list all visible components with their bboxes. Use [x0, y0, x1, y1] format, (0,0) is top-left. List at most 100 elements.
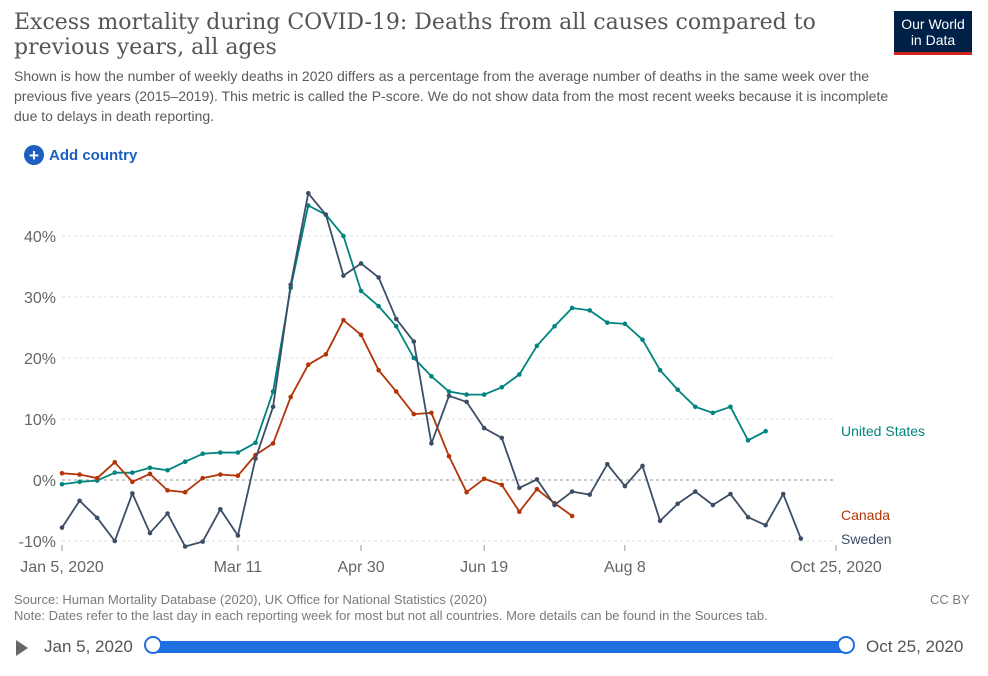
data-point — [710, 410, 716, 416]
data-point — [200, 451, 206, 457]
license-link[interactable]: CC BY — [930, 592, 970, 607]
data-point — [446, 389, 452, 394]
data-point — [464, 399, 469, 405]
series-line — [61, 192, 802, 548]
data-point — [341, 317, 346, 323]
data-point — [517, 372, 522, 377]
y-tick-label: 20% — [24, 351, 56, 368]
data-point — [182, 489, 188, 495]
owid-logo[interactable]: Our World in Data — [894, 11, 972, 55]
timeline-track[interactable] — [152, 641, 846, 653]
data-point — [569, 513, 575, 519]
data-point — [692, 404, 698, 410]
data-point — [200, 539, 206, 544]
series-line — [61, 319, 573, 517]
data-point — [218, 450, 223, 455]
source-text: Source: Human Mortality Database (2020),… — [14, 592, 488, 607]
data-point — [569, 305, 575, 311]
data-point — [130, 479, 135, 485]
data-point — [305, 362, 311, 368]
data-point — [358, 332, 364, 338]
data-point — [200, 475, 206, 481]
data-point — [393, 389, 399, 394]
data-point — [288, 282, 293, 288]
data-point — [288, 394, 293, 400]
data-point — [323, 212, 329, 217]
data-point — [393, 316, 399, 322]
data-point — [481, 476, 487, 482]
data-point — [218, 506, 223, 512]
data-point — [94, 515, 100, 521]
data-point — [622, 483, 628, 489]
data-point — [411, 355, 417, 361]
series-layer — [59, 191, 804, 549]
data-point — [517, 485, 522, 491]
data-point — [745, 514, 751, 520]
x-tick-label: Oct 25, 2020 — [790, 559, 882, 576]
y-tick-label: 0% — [33, 473, 56, 490]
data-point — [253, 440, 258, 446]
data-point — [464, 392, 469, 397]
data-point — [763, 522, 768, 528]
timeline-end-handle[interactable] — [837, 636, 855, 654]
x-tick-label: Jun 19 — [460, 559, 508, 576]
data-point — [112, 460, 118, 465]
chart-subtitle: Shown is how the number of weekly deaths… — [14, 68, 889, 124]
data-point — [253, 456, 258, 461]
data-point — [429, 410, 434, 416]
data-point — [235, 533, 241, 538]
data-point — [499, 435, 505, 441]
plus-icon: + — [24, 145, 44, 165]
data-point — [165, 488, 170, 493]
data-point — [499, 482, 505, 488]
data-point — [112, 538, 118, 544]
data-point — [446, 453, 452, 459]
data-point — [358, 261, 364, 266]
data-point — [147, 530, 153, 536]
data-point — [675, 501, 680, 507]
data-point — [270, 404, 276, 410]
logo-line-1: Our World — [901, 15, 965, 32]
x-tick-label: Mar 11 — [214, 559, 263, 576]
data-point — [569, 489, 575, 494]
data-point — [780, 491, 786, 497]
data-point — [182, 459, 188, 465]
y-tick-label: 30% — [24, 290, 56, 307]
series-label: United States — [841, 423, 925, 439]
data-point — [77, 479, 82, 485]
data-point — [640, 463, 645, 469]
y-tick-label: -10% — [19, 534, 56, 551]
data-point — [640, 337, 645, 342]
data-point — [534, 486, 540, 492]
data-point — [341, 273, 346, 278]
x-tick-label: Aug 8 — [604, 559, 646, 576]
data-point — [499, 384, 505, 390]
play-icon[interactable] — [16, 640, 28, 656]
data-point — [728, 491, 733, 497]
data-point — [798, 536, 804, 541]
timeline-start-handle[interactable] — [144, 636, 162, 654]
data-point — [235, 450, 241, 455]
data-point — [341, 233, 346, 239]
note-text: Note: Dates refer to the last day in eac… — [14, 608, 768, 623]
data-point — [77, 498, 82, 504]
data-point — [218, 472, 223, 477]
data-point — [165, 467, 170, 473]
data-point — [59, 470, 65, 476]
data-point — [59, 481, 65, 487]
timeline-start-label: Jan 5, 2020 — [44, 637, 133, 656]
data-point — [130, 470, 135, 475]
data-point — [235, 473, 241, 479]
data-point — [657, 367, 663, 373]
data-point — [622, 321, 628, 327]
chart-title: Excess mortality during COVID-19: Deaths… — [14, 10, 816, 60]
data-point — [481, 425, 487, 431]
data-point — [376, 303, 381, 309]
data-point — [552, 502, 557, 508]
data-point — [270, 441, 276, 446]
data-point — [745, 438, 751, 443]
data-point — [429, 441, 434, 446]
data-point — [358, 288, 364, 294]
data-point — [675, 387, 680, 393]
add-country-button[interactable]: + Add country — [24, 145, 137, 165]
